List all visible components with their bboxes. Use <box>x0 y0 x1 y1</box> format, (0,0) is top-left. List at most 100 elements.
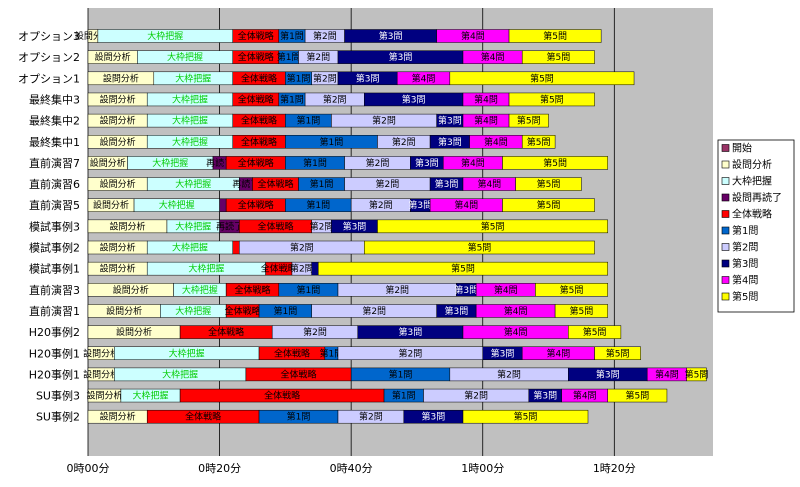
data-label: 大枠把握 <box>172 242 208 254</box>
data-label: 全体戦略 <box>225 305 261 317</box>
data-label: 全体戦略 <box>208 326 244 338</box>
legend-label: 第3問 <box>732 257 758 270</box>
bars: 設問分析 大枠把握 全体戦略 第1問 第2問 第3問 第4問 第5問設問分析 大枠把握 全体戦略第… <box>75 29 708 424</box>
category-label: オプション3 <box>18 30 80 43</box>
data-label: 大枠把握 <box>175 178 211 190</box>
bar-segment <box>521 135 556 149</box>
data-label: 第1問 <box>306 199 330 211</box>
data-label: 第3問 <box>379 30 403 42</box>
category-label: 直前演習5 <box>29 198 80 212</box>
data-label: 第3問 <box>415 157 439 169</box>
bar-segment <box>535 283 608 297</box>
data-label: 大枠把握 <box>147 30 183 42</box>
data-label: 第2問 <box>323 93 347 105</box>
data-label: 第5問 <box>527 136 551 148</box>
data-label: 大枠把握 <box>169 347 205 359</box>
data-label: 第2問 <box>464 390 488 402</box>
data-label: 第2問 <box>369 199 393 211</box>
legend-label: 第5問 <box>732 290 758 303</box>
data-label: 大枠把握 <box>172 115 208 127</box>
data-label: 第2問 <box>385 284 409 296</box>
data-label: 大枠把握 <box>159 199 195 211</box>
data-label: 大枠把握 <box>132 390 168 402</box>
data-label: 全体戦略 <box>281 368 317 380</box>
data-label: 第5問 <box>537 199 561 211</box>
data-label: 第3問 <box>438 115 462 127</box>
category-label: H20事例1 <box>29 346 80 360</box>
category-labels: オプション3 オプション2 オプション1 最終集中3 最終集中2 最終集中1 直前演習7 直前… <box>18 30 80 424</box>
bar-segment <box>449 71 635 86</box>
data-label: 設問分析 <box>83 368 119 380</box>
bar-segment <box>568 325 622 339</box>
data-label: 第3問 <box>596 368 620 380</box>
category-label: 最終集中2 <box>29 114 80 128</box>
data-label: 第2問 <box>290 242 314 254</box>
data-label: 第5問 <box>543 157 567 169</box>
data-label: 第2問 <box>310 220 334 232</box>
data-label: 第1問 <box>297 284 321 296</box>
bar-segment <box>521 50 595 64</box>
data-label: 全体戦略 <box>241 72 277 84</box>
category-label: 最終集中1 <box>29 135 80 149</box>
data-label: 設問分析 <box>109 220 145 232</box>
data-label: 設問分析 <box>83 347 119 359</box>
data-label: 第4問 <box>461 30 485 42</box>
bar-segment <box>311 261 319 276</box>
legend-swatch <box>721 243 730 251</box>
legend-swatch <box>721 226 730 235</box>
bar-segment <box>502 156 608 170</box>
data-label: 大枠把握 <box>175 72 211 84</box>
data-label: 第3問 <box>438 136 462 148</box>
data-label: 第5問 <box>537 178 561 190</box>
legend-swatch <box>721 160 730 169</box>
data-label: 全体戦略 <box>185 411 221 423</box>
data-label: 全体戦略 <box>238 51 274 63</box>
bar-segment <box>686 367 707 382</box>
data-label: 第4問 <box>547 347 571 359</box>
data-label: 大枠把握 <box>167 51 203 63</box>
category-label: 直前演習6 <box>29 177 80 191</box>
legend-swatch <box>721 292 730 301</box>
data-label: 全体戦略 <box>241 115 277 127</box>
data-label: 第1問 <box>274 305 298 317</box>
data-label: 第5問 <box>625 390 649 402</box>
data-label: 第5問 <box>517 115 541 127</box>
data-label: 第4問 <box>494 284 518 296</box>
category-label: H20事例1 <box>29 367 80 381</box>
legend-label: 設問再読了 <box>732 191 782 204</box>
data-label: 第4問 <box>477 178 501 190</box>
category-label: 模試事例3 <box>29 219 80 233</box>
data-label: 全体戦略 <box>238 157 274 169</box>
data-label: 第5問 <box>560 284 584 296</box>
data-label: 設問分析 <box>86 390 122 402</box>
data-label: 大枠把握 <box>175 220 211 232</box>
data-label: 第2問 <box>366 157 390 169</box>
legend-swatch <box>721 193 730 202</box>
data-label: 全体戦略 <box>264 390 300 402</box>
data-label: 全体戦略 <box>234 284 270 296</box>
category-label: 直前演習7 <box>29 156 80 170</box>
data-label: 第1問 <box>310 178 334 190</box>
data-label: 第2問 <box>313 72 337 84</box>
category-label: SU事例2 <box>36 410 80 424</box>
data-label: 設問分析 <box>103 72 139 84</box>
legend-swatch <box>721 259 730 268</box>
data-label: 第3問 <box>389 51 413 63</box>
data-label: 第4問 <box>484 136 508 148</box>
legend-swatch <box>721 177 730 185</box>
data-label: 全体戦略 <box>274 347 310 359</box>
category-label: 模試事例1 <box>29 262 80 276</box>
data-label: 設問分析 <box>100 242 136 254</box>
bar-segment <box>219 198 227 212</box>
x-tick-label: 1時00分 <box>461 462 504 475</box>
data-label: 第2問 <box>392 136 416 148</box>
data-label: 第5問 <box>468 242 492 254</box>
legend-swatch <box>721 210 730 218</box>
data-label: 大枠把握 <box>162 368 198 380</box>
data-label: 第4問 <box>504 305 528 317</box>
bar-segment <box>508 29 602 43</box>
data-label: 全体戦略 <box>238 199 274 211</box>
data-label: 設問分析 <box>90 157 126 169</box>
data-label: 第1問 <box>297 115 321 127</box>
data-label: 全体戦略 <box>257 220 293 232</box>
